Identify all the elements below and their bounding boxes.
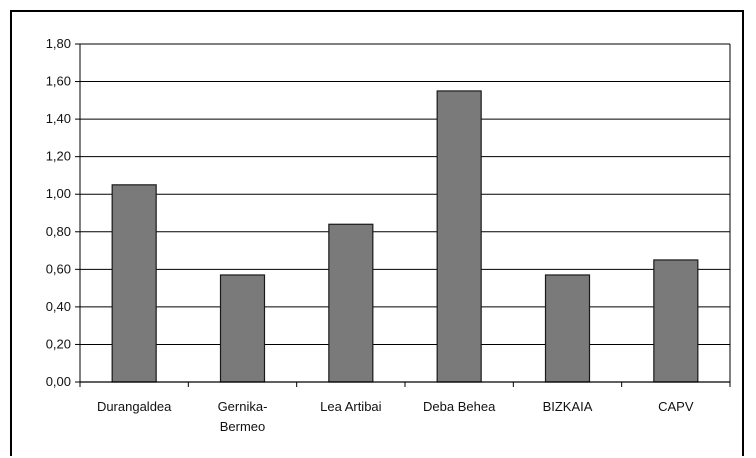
- gridlines: [75, 43, 730, 383]
- y-tick-label: 0,60: [46, 261, 71, 276]
- bars: [111, 90, 699, 383]
- bar: [653, 259, 699, 383]
- bar: [436, 90, 482, 383]
- bar: [544, 274, 591, 383]
- y-tick-labels: 0,00 0,20 0,40 0,60 0,80 1,00 1,20 1,40 1,60 1,80: [46, 36, 71, 389]
- x-tick-label: Lea Artibai: [320, 399, 382, 414]
- x-tick-label: BIZKAIA: [543, 399, 593, 414]
- y-tick-label: 1,60: [46, 74, 71, 89]
- x-tick-label: Deba Behea: [423, 399, 496, 414]
- axes: [79, 44, 731, 387]
- y-tick-label: 0,20: [46, 336, 71, 351]
- y-tick-label: 1,00: [46, 186, 71, 201]
- bar: [219, 274, 266, 383]
- bar: [328, 223, 374, 383]
- x-tick-label: CAPV: [658, 399, 694, 414]
- y-tick-label: 0,40: [46, 299, 71, 314]
- bar: [111, 184, 157, 383]
- x-tick-labels: Durangaldea Gernika-Bermeo Lea Artibai Deba…: [97, 399, 694, 434]
- x-tick-label: Durangaldea: [97, 399, 172, 414]
- y-tick-label: 1,20: [46, 149, 71, 164]
- y-tick-label: 0,00: [46, 374, 71, 389]
- y-tick-label: 1,40: [46, 111, 71, 126]
- y-tick-label: 0,80: [46, 224, 71, 239]
- x-tick-label: Gernika-Bermeo: [218, 399, 268, 434]
- y-tick-label: 1,80: [46, 36, 71, 51]
